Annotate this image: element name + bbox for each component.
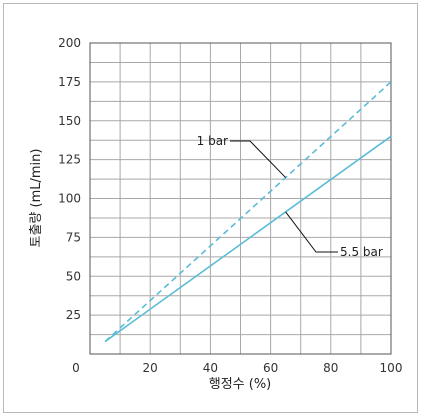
grid-lines [90, 43, 391, 354]
x-tick-label: 40 [203, 361, 218, 375]
axes [89, 42, 392, 355]
x-tick-label: 60 [263, 361, 278, 375]
y-tick-label: 100 [58, 192, 81, 206]
x-tick-label: 80 [323, 361, 338, 375]
series-line-5_5-bar [104, 135, 392, 343]
y-tick-label: 125 [58, 153, 81, 167]
leader-line-5-5-bar [285, 211, 338, 253]
x-tick-label: 20 [143, 361, 158, 375]
leader-line-1-bar [230, 140, 287, 178]
y-tick-label: 150 [58, 114, 81, 128]
tick-labels: 0 20 40 60 80 100 25 50 75 100 125 150 175 200 [58, 36, 402, 375]
annotation-1-bar: 1 bar [197, 134, 228, 148]
y-tick-label: 175 [58, 75, 81, 89]
x-tick-label: 100 [380, 361, 403, 375]
annotations: 1 bar 5.5 bar [197, 134, 383, 259]
y-tick-label: 50 [66, 269, 81, 283]
annotation-5-5-bar: 5.5 bar [340, 245, 383, 259]
x-tick-label: 0 [72, 361, 80, 375]
y-tick-label: 200 [58, 36, 81, 50]
y-tick-label: 25 [66, 308, 81, 322]
series-lines [104, 81, 392, 343]
y-tick-label: 75 [66, 230, 81, 244]
plot-border [89, 42, 392, 355]
series-line-1-bar [104, 81, 392, 343]
x-axis-title: 행정수 (%) [209, 376, 272, 392]
y-axis-title: 토출량 (mL/min) [29, 149, 44, 248]
